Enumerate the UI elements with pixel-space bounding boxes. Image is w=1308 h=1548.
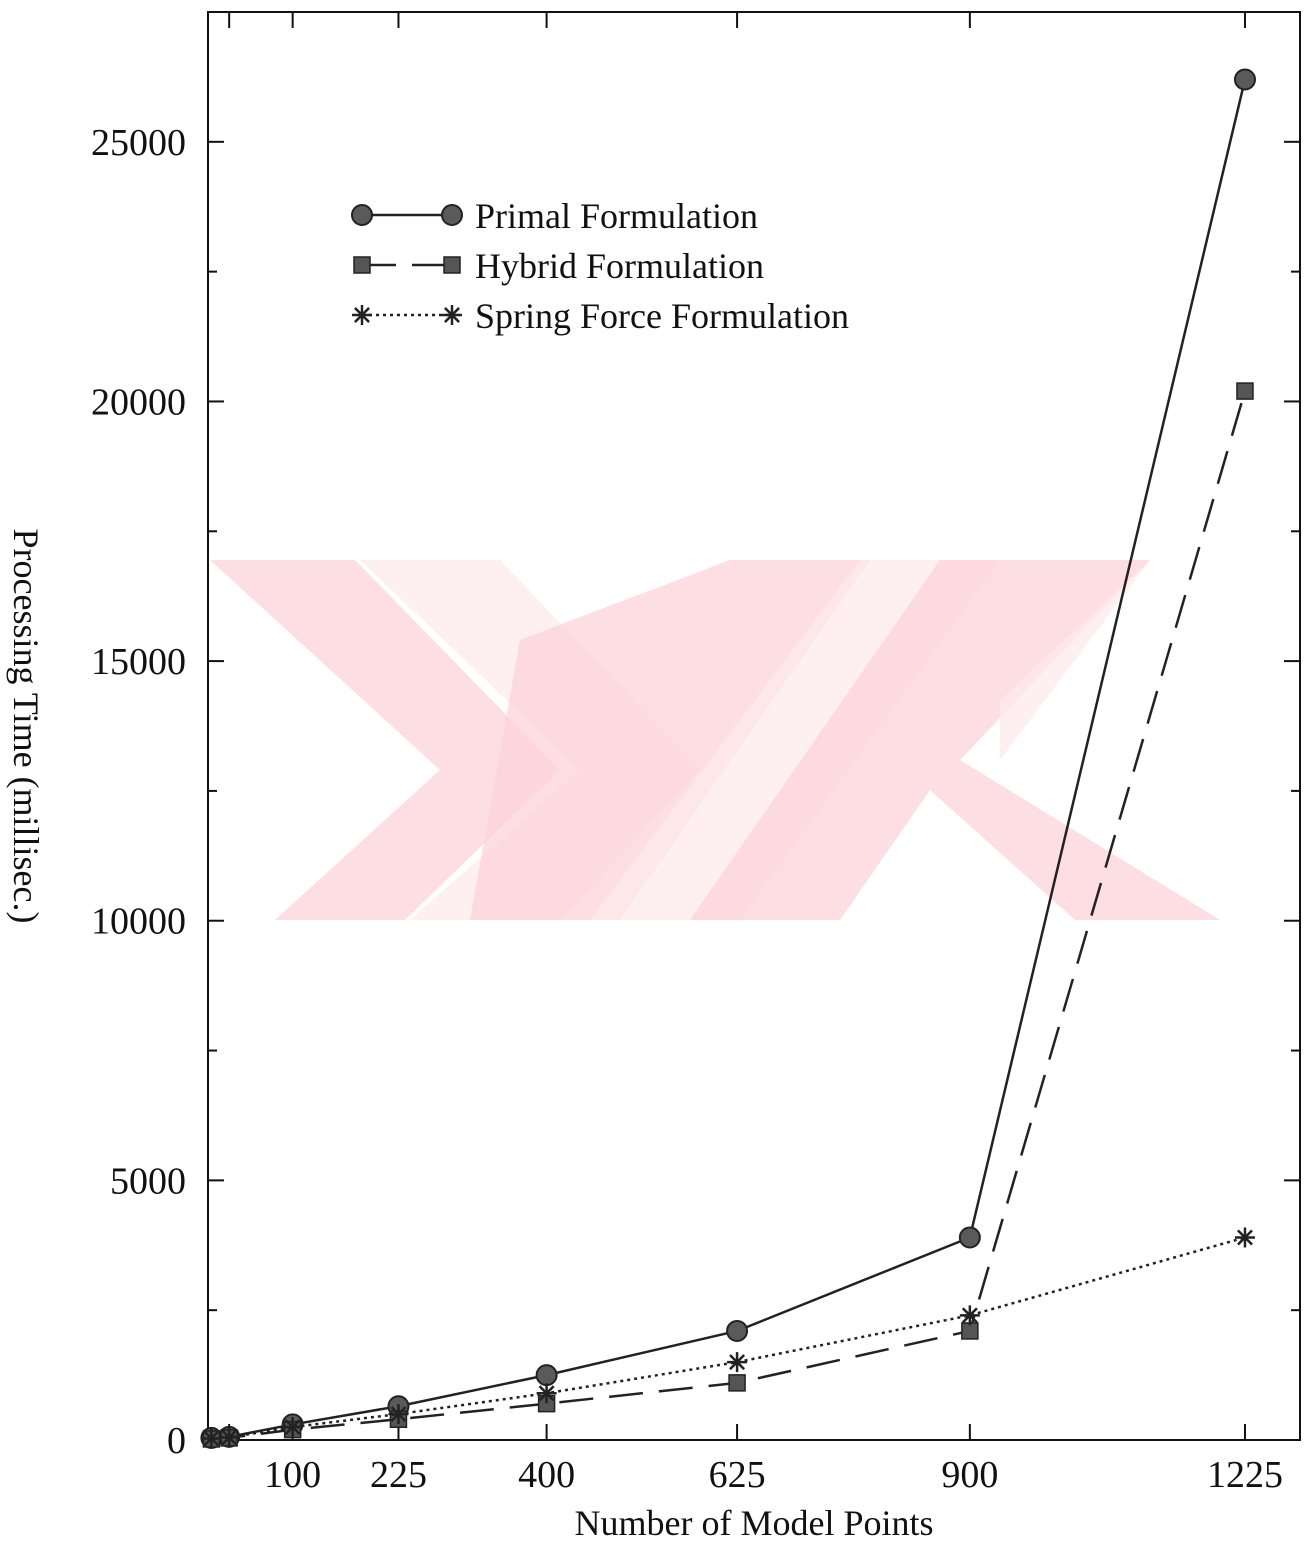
data-point-asterisk — [219, 1427, 240, 1448]
plot-frame — [207, 11, 1301, 1441]
data-point-circle — [726, 1319, 749, 1342]
data-point-circle — [535, 1364, 558, 1387]
y-tick-label: 0 — [167, 1420, 186, 1462]
data-point-asterisk — [959, 1305, 980, 1326]
watermark-logo — [210, 560, 1220, 920]
y-tick-label: 20000 — [91, 381, 186, 423]
data-point-asterisk — [442, 305, 462, 325]
legend-entry: Spring Force Formulation — [352, 296, 849, 336]
watermark-stroke — [470, 560, 870, 920]
data-point-square — [443, 256, 461, 274]
x-axis: 100 225 400 625 900 1225 — [228, 12, 1283, 1496]
watermark-stroke — [1000, 560, 1150, 760]
data-point-asterisk — [201, 1428, 222, 1449]
y-tick-label: 5000 — [110, 1160, 186, 1202]
x-tick-label: 400 — [518, 1454, 575, 1496]
x-axis-label: Number of Model Points — [575, 1503, 934, 1543]
y-tick-label: 10000 — [91, 901, 186, 943]
data-point-circle — [958, 1226, 981, 1249]
legend-entry: Hybrid Formulation — [353, 246, 764, 286]
data-point-circle — [441, 204, 463, 226]
legend-label: Primal Formulation — [475, 196, 758, 236]
x-tick-label: 225 — [370, 1454, 427, 1496]
watermark-stroke — [690, 560, 1220, 920]
x-tick-label: 100 — [264, 1454, 321, 1496]
legend-entry: Primal Formulation — [351, 196, 758, 236]
data-point-asterisk — [1234, 1227, 1255, 1248]
y-tick-label: 15000 — [91, 641, 186, 683]
data-point-asterisk — [536, 1383, 557, 1404]
series-line — [211, 1236, 1246, 1440]
data-point-circle — [1233, 68, 1256, 91]
y-tick-label: 25000 — [91, 122, 186, 164]
legend-label: Hybrid Formulation — [475, 246, 764, 286]
data-point-asterisk — [352, 305, 372, 325]
data-point-asterisk — [388, 1404, 409, 1425]
data-point-square — [353, 256, 371, 274]
data-point-asterisk — [727, 1352, 748, 1373]
x-tick-label: 900 — [941, 1454, 998, 1496]
data-point-asterisk — [282, 1417, 303, 1438]
data-point-circle — [351, 204, 373, 226]
data-point-square — [1236, 382, 1254, 400]
x-tick-label: 625 — [709, 1454, 766, 1496]
watermark-stroke — [210, 560, 560, 920]
series-3 — [201, 1227, 1255, 1449]
y-axis-label: Processing Time (millisec.) — [6, 529, 46, 924]
y-axis: 0 5000 10000 15000 20000 25000 — [91, 122, 1300, 1462]
legend: Primal Formulation Hybrid Formulation Spri… — [351, 196, 849, 336]
data-point-square — [728, 1374, 746, 1392]
legend-label: Spring Force Formulation — [475, 296, 849, 336]
series-layer — [200, 68, 1256, 1449]
x-tick-label: 1225 — [1207, 1454, 1283, 1496]
